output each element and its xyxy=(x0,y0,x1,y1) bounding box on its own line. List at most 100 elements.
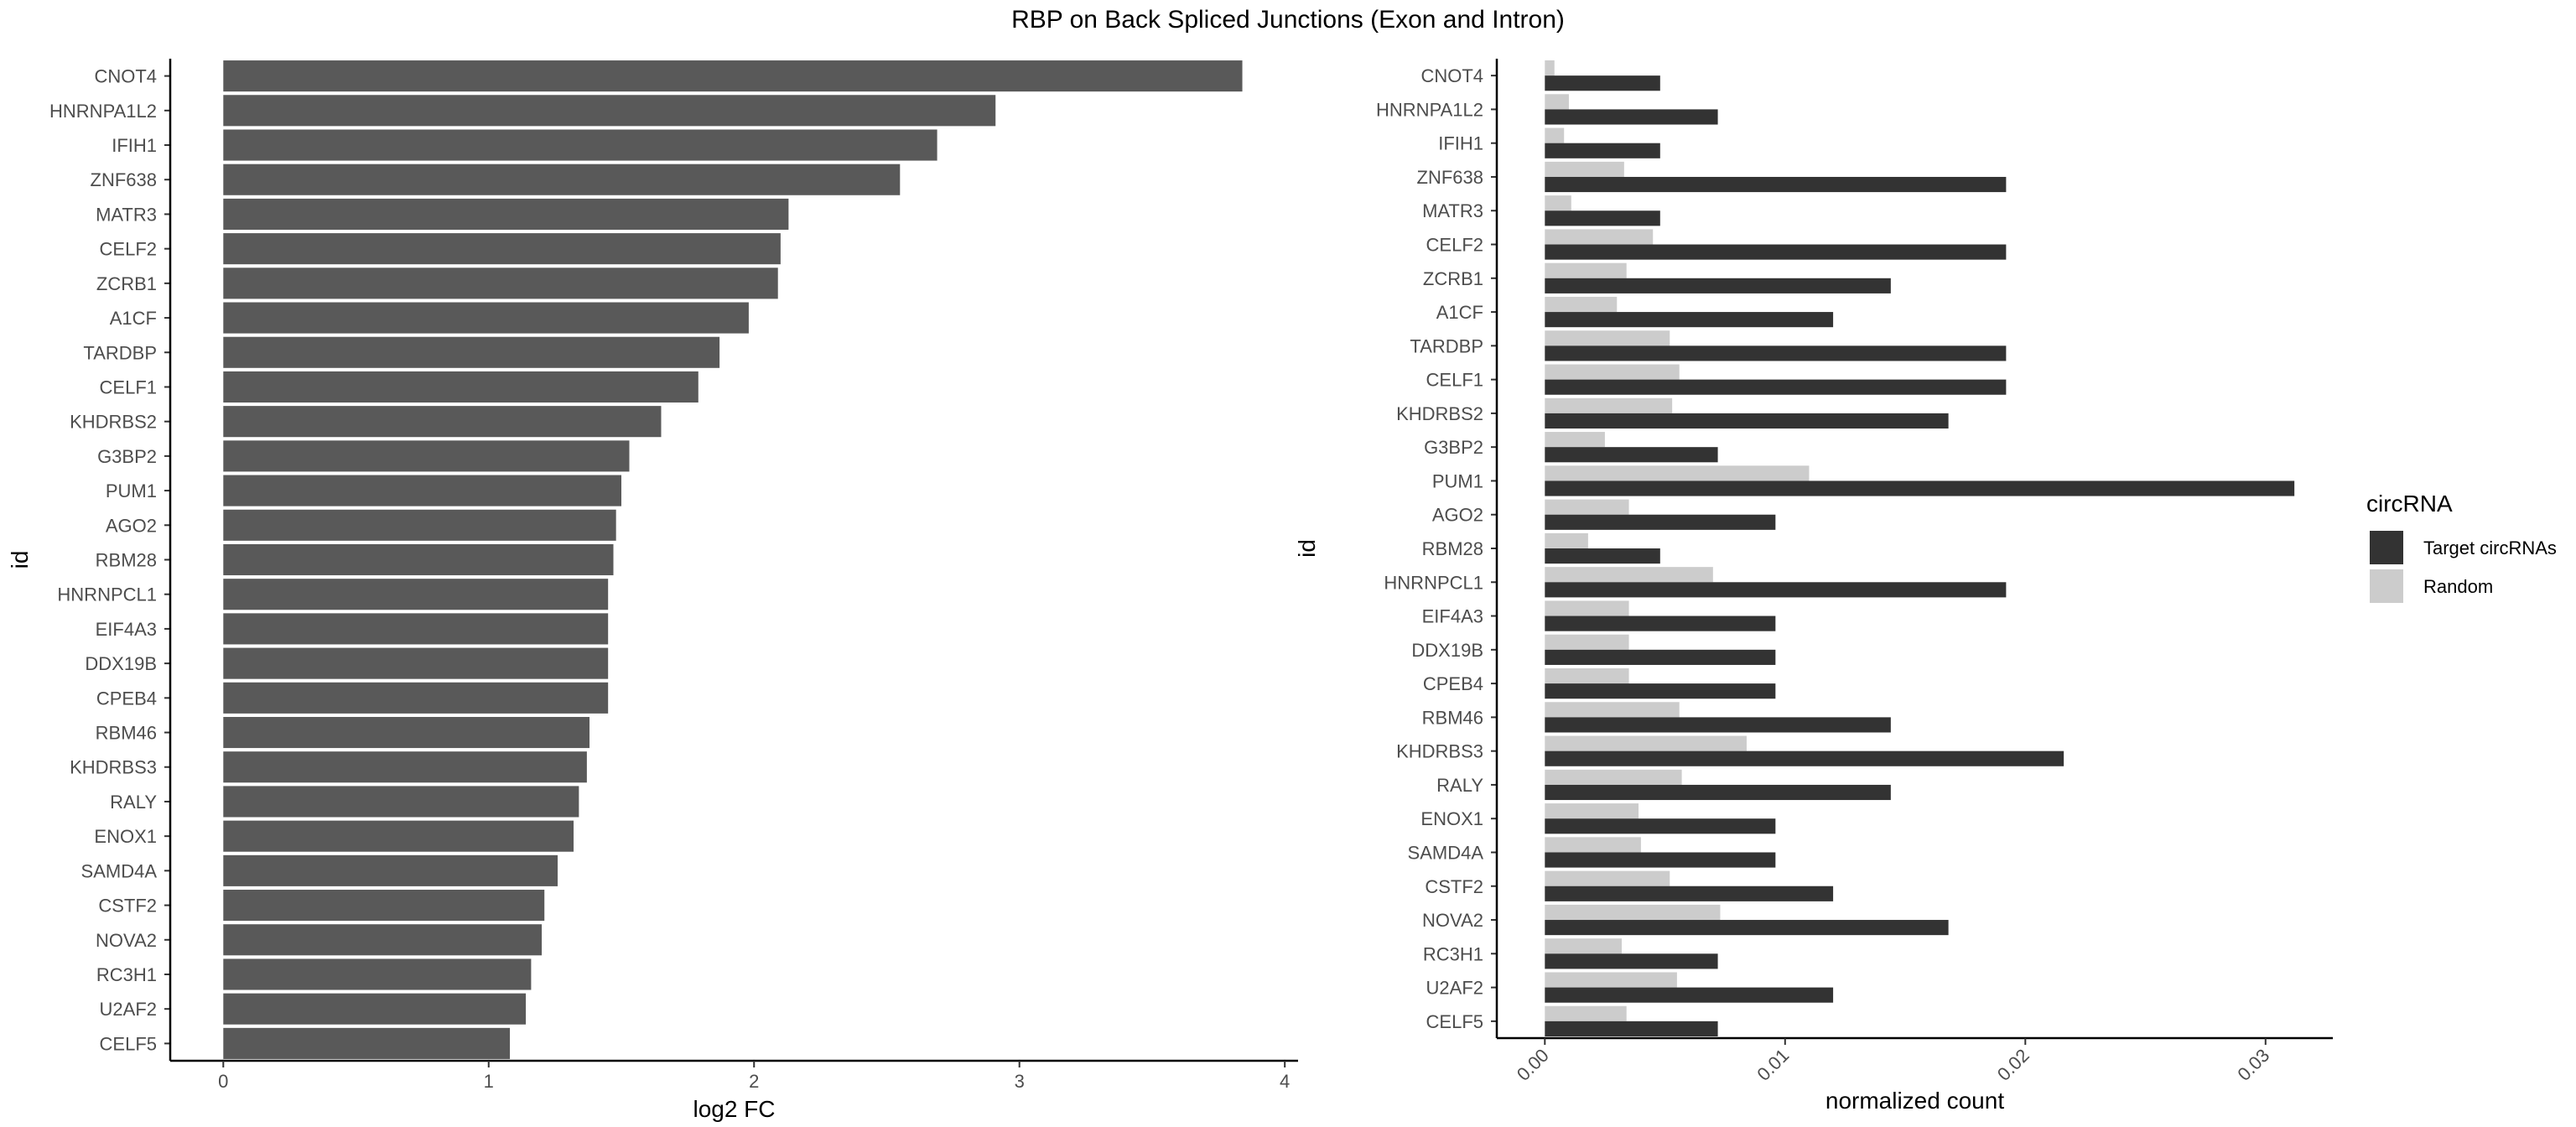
y-tick-label: ZNF638 xyxy=(91,169,157,190)
y-tick-label: RBM28 xyxy=(1422,538,1483,559)
random-bar-hnrnpcl1 xyxy=(1545,567,1713,583)
target-bar-g3bp2 xyxy=(1545,447,1718,463)
random-bar-eif4a3 xyxy=(1545,600,1629,616)
y-tick-label: MATR3 xyxy=(96,204,157,225)
x-tick-label: 0.00 xyxy=(1513,1045,1553,1085)
y-tick-label: AGO2 xyxy=(1432,505,1483,526)
x-tick-label: 1 xyxy=(484,1071,494,1092)
bar-eif4a3 xyxy=(223,613,609,645)
random-bar-g3bp2 xyxy=(1545,432,1605,448)
random-bar-celf5 xyxy=(1545,1005,1627,1021)
bar-tardbp xyxy=(223,336,720,368)
y-tick-label: CPEB4 xyxy=(96,688,157,709)
legend-title: circRNA xyxy=(2366,491,2453,517)
random-bar-enox1 xyxy=(1545,803,1639,819)
random-bar-matr3 xyxy=(1545,195,1571,211)
y-tick-label: CPEB4 xyxy=(1423,673,1483,694)
y-tick-label: ZCRB1 xyxy=(1423,268,1483,289)
bar-khdrbs2 xyxy=(223,406,662,438)
y-tick-label: CNOT4 xyxy=(1420,65,1483,86)
bar-znf638 xyxy=(223,164,901,195)
target-bar-ifih1 xyxy=(1545,143,1660,158)
legend-label: Random xyxy=(2423,576,2493,597)
y-tick-label: HNRNPCL1 xyxy=(57,584,157,605)
y-tick-label: U2AF2 xyxy=(100,999,157,1020)
y-axis-title: id xyxy=(7,551,33,569)
target-bar-celf1 xyxy=(1545,379,2007,395)
y-tick-label: TARDBP xyxy=(1410,335,1483,356)
random-bar-cnot4 xyxy=(1545,60,1555,76)
y-tick-label: CELF2 xyxy=(1426,235,1483,256)
x-tick-label: 0 xyxy=(218,1071,228,1092)
y-tick-label: CELF5 xyxy=(100,1033,157,1054)
y-tick-label: CSTF2 xyxy=(98,896,157,917)
bar-celf5 xyxy=(223,1027,511,1059)
bar-rc3h1 xyxy=(223,958,532,990)
random-bar-znf638 xyxy=(1545,161,1624,177)
y-tick-label: DDX19B xyxy=(85,653,157,674)
bar-cnot4 xyxy=(223,60,1243,92)
bar-khdrbs3 xyxy=(223,751,587,783)
y-tick-label: CELF5 xyxy=(1426,1011,1483,1032)
target-bar-raly xyxy=(1545,784,1891,801)
target-bar-rc3h1 xyxy=(1545,953,1718,969)
bar-samd4a xyxy=(223,854,558,886)
y-tick-label: RALY xyxy=(110,792,157,813)
legend-label: Target circRNAs xyxy=(2423,538,2557,558)
target-bar-khdrbs3 xyxy=(1545,750,2064,766)
target-bar-nova2 xyxy=(1545,920,1949,936)
y-tick-label: IFIH1 xyxy=(112,135,157,156)
y-tick-label: RBM46 xyxy=(96,723,157,744)
y-tick-label: CELF2 xyxy=(100,239,157,260)
y-tick-label: SAMD4A xyxy=(1408,842,1484,863)
y-tick-label: EIF4A3 xyxy=(96,619,157,640)
target-bar-hnrnpa1l2 xyxy=(1545,109,1718,125)
y-tick-label: ZCRB1 xyxy=(96,273,157,294)
random-bar-pum1 xyxy=(1545,465,1810,481)
y-tick-label: RALY xyxy=(1436,775,1483,796)
chart-title: RBP on Back Spliced Junctions (Exon and … xyxy=(1011,6,1565,34)
target-bar-matr3 xyxy=(1545,210,1660,226)
random-bar-samd4a xyxy=(1545,837,1641,853)
x-tick-label: 0.03 xyxy=(2233,1045,2273,1085)
random-bar-ago2 xyxy=(1545,499,1629,515)
bar-ago2 xyxy=(223,509,616,541)
bar-ifih1 xyxy=(223,129,937,161)
bar-a1cf xyxy=(223,302,749,334)
target-bar-pum1 xyxy=(1545,480,2295,496)
bar-nova2 xyxy=(223,924,543,956)
legend-swatch-target xyxy=(2370,531,2403,564)
random-bar-celf1 xyxy=(1545,364,1680,380)
random-bar-tardbp xyxy=(1545,330,1670,346)
y-tick-label: ENOX1 xyxy=(1420,808,1483,829)
y-tick-label: TARDBP xyxy=(83,342,157,363)
legend: circRNA Target circRNAs Random xyxy=(2366,491,2557,603)
random-bar-zcrb1 xyxy=(1545,262,1627,278)
bar-celf1 xyxy=(223,371,699,403)
target-bar-cnot4 xyxy=(1545,75,1660,91)
target-bar-celf2 xyxy=(1545,244,2007,260)
x-tick-label: 0.01 xyxy=(1753,1045,1793,1085)
bar-pum1 xyxy=(223,475,621,506)
normalized-count-bar-chart: CNOT4 HNRNPA1L2 IFIH1 ZNF638 MATR3 CELF2 ZCRB1… xyxy=(1294,59,2333,1114)
y-tick-label: RC3H1 xyxy=(96,964,157,985)
bar-enox1 xyxy=(223,820,574,852)
target-bar-celf5 xyxy=(1545,1021,1718,1036)
random-bar-celf2 xyxy=(1545,229,1654,245)
random-bar-khdrbs2 xyxy=(1545,397,1673,413)
bar-hnrnpa1l2 xyxy=(223,95,996,127)
target-bar-rbm28 xyxy=(1545,548,1660,564)
y-tick-label: CSTF2 xyxy=(1425,876,1483,897)
random-bar-ddx19b xyxy=(1545,634,1629,650)
x-tick-label: 4 xyxy=(1280,1071,1290,1092)
bar-raly xyxy=(223,786,579,818)
y-tick-label: EIF4A3 xyxy=(1422,606,1483,627)
y-tick-label: HNRNPA1L2 xyxy=(49,101,157,122)
target-bar-ago2 xyxy=(1545,514,1776,530)
y-tick-label: U2AF2 xyxy=(1426,978,1483,999)
random-bar-ifih1 xyxy=(1545,127,1565,143)
y-tick-label: G3BP2 xyxy=(1424,437,1483,458)
y-tick-label: NOVA2 xyxy=(96,930,157,951)
y-tick-label: A1CF xyxy=(1436,302,1483,323)
bar-rbm28 xyxy=(223,543,614,576)
